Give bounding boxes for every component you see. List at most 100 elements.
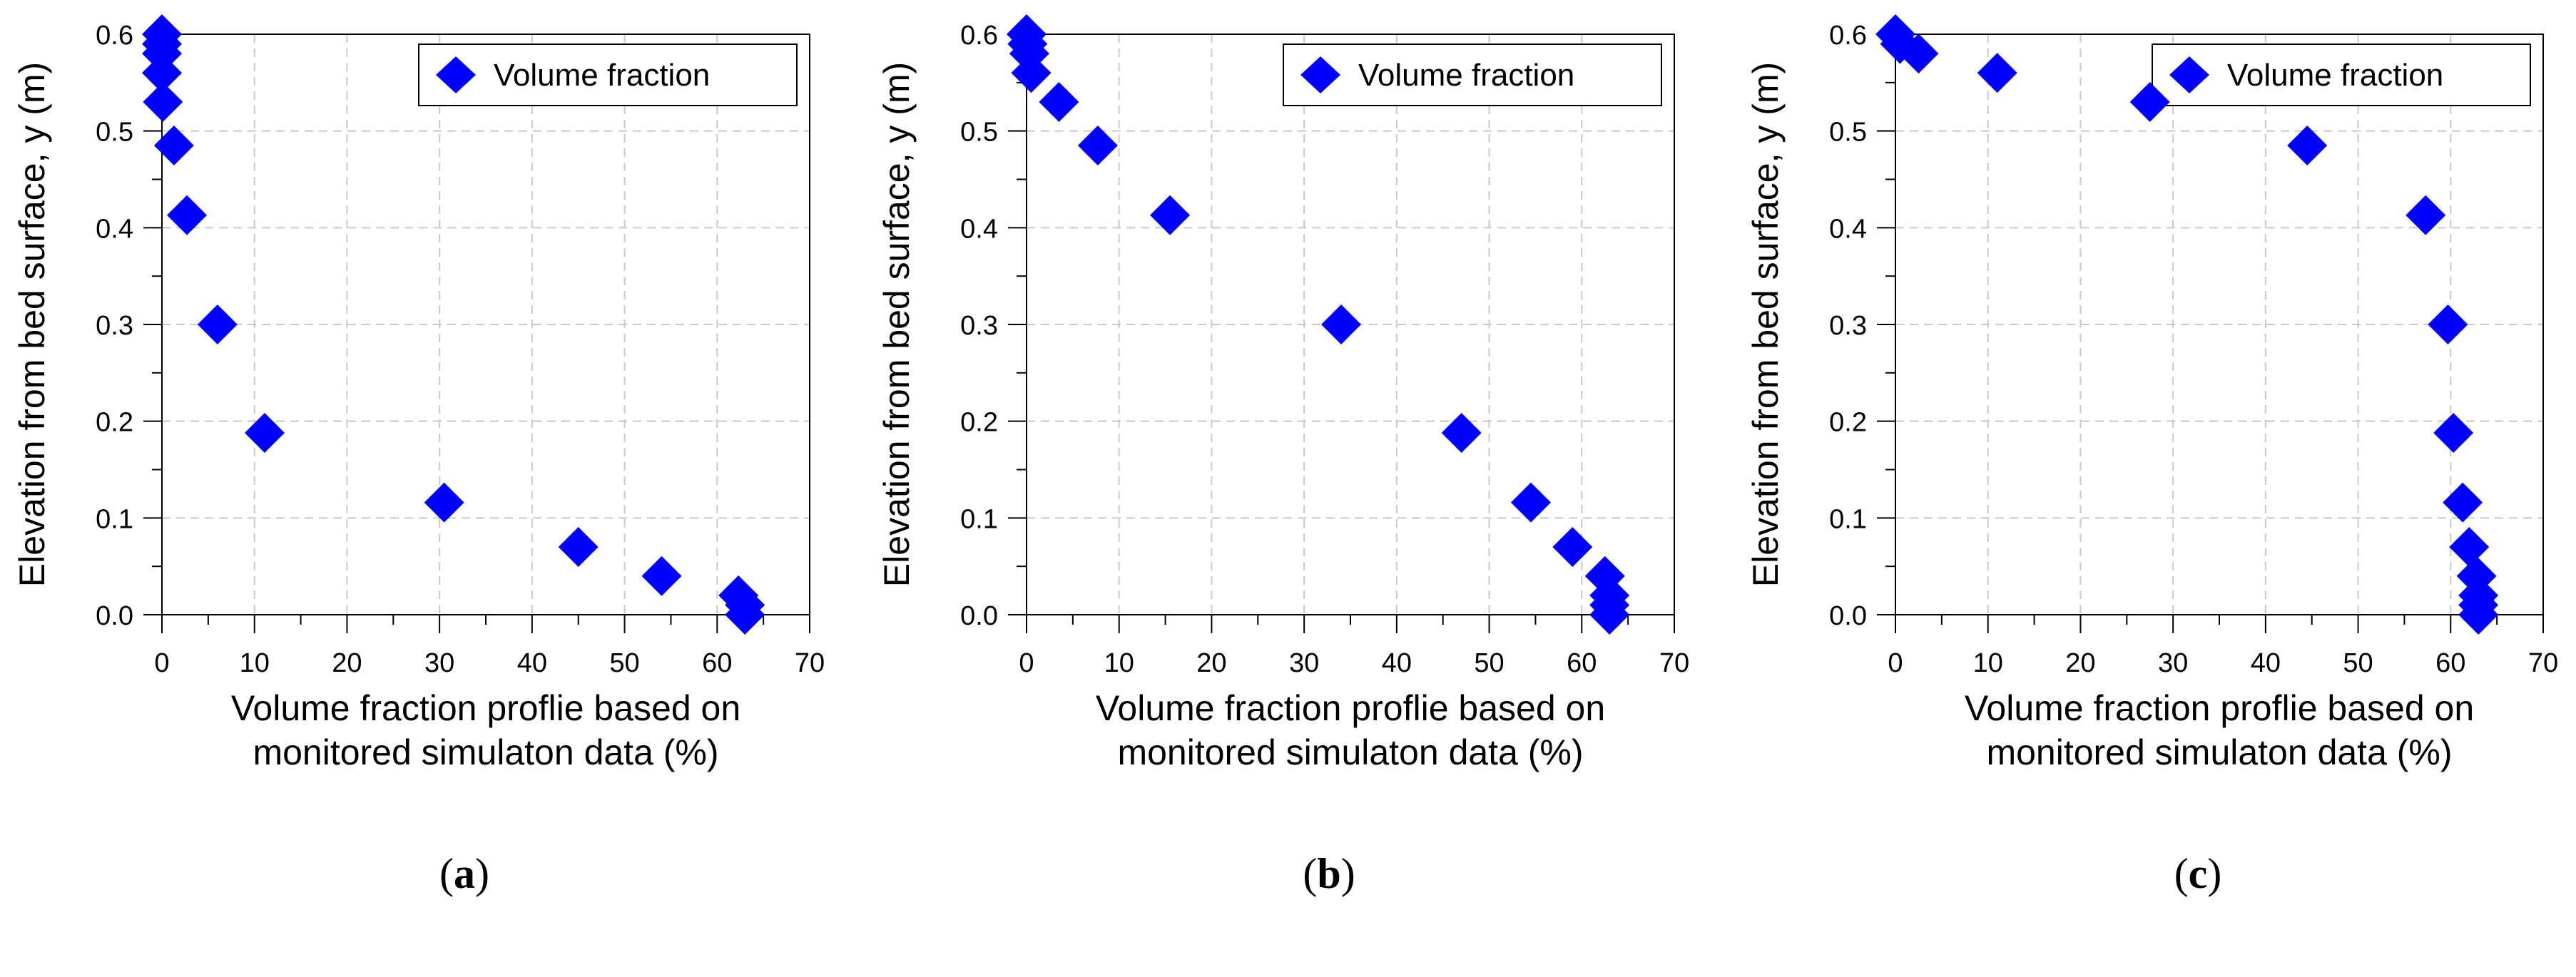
y-axis-title: Elevation from bed surface, y (m) bbox=[1746, 62, 1786, 587]
data-point bbox=[1150, 195, 1191, 235]
caption-paren-open: ( bbox=[2174, 850, 2189, 897]
y-tick-label: 0.0 bbox=[96, 601, 133, 631]
x-tick-label: 40 bbox=[2251, 648, 2281, 678]
y-tick-label: 0.2 bbox=[960, 408, 998, 438]
legend-label: Volume fraction bbox=[2227, 58, 2443, 93]
x-axis-title-line-2: monitored simulaton data (%) bbox=[1117, 732, 1583, 772]
y-tick-label: 0.6 bbox=[960, 21, 998, 51]
chart-panel-c: 0 10 20 30 40 50 60 70 0.0 0.1 0.2 0.3 0.4 0.5 0.6 Volu… bbox=[1746, 14, 2558, 897]
data-point bbox=[1441, 412, 1482, 453]
data-point bbox=[167, 195, 208, 235]
data-point bbox=[1584, 556, 1625, 596]
x-tick-label: 40 bbox=[1382, 648, 1412, 678]
y-tick-label: 0.3 bbox=[96, 311, 133, 341]
legend-box bbox=[1283, 44, 1662, 106]
caption-paren-close: ) bbox=[1341, 850, 1355, 897]
x-tick-label: 40 bbox=[517, 648, 547, 678]
data-point bbox=[2129, 81, 2170, 122]
data-point bbox=[1880, 24, 1920, 64]
y-tick-label: 0.3 bbox=[960, 311, 998, 341]
data-point bbox=[2449, 527, 2490, 568]
data-point bbox=[2443, 482, 2483, 523]
caption-paren-close: ) bbox=[2207, 850, 2221, 897]
data-point bbox=[558, 527, 599, 568]
x-tick-label: 30 bbox=[1289, 648, 1319, 678]
x-tick-label: 20 bbox=[332, 648, 362, 678]
data-point bbox=[1039, 81, 1079, 122]
x-axis-title-line-2: monitored simulaton data (%) bbox=[1986, 732, 2452, 772]
caption-letter: a bbox=[454, 850, 475, 897]
data-point bbox=[641, 556, 682, 596]
y-tick-label: 0.4 bbox=[1829, 214, 1867, 244]
x-tick-label: 70 bbox=[2528, 648, 2558, 678]
legend-box bbox=[2152, 44, 2531, 106]
data-point bbox=[1898, 34, 1939, 74]
y-axis-title: Elevation from bed surface, y (m) bbox=[877, 62, 917, 587]
y-tick-label: 0.1 bbox=[1829, 504, 1867, 534]
y-tick-label: 0.6 bbox=[1829, 21, 1867, 51]
x-tick-label: 60 bbox=[2435, 648, 2465, 678]
x-tick-label: 30 bbox=[424, 648, 454, 678]
data-point bbox=[725, 595, 765, 635]
y-tick-label: 0.0 bbox=[1829, 601, 1867, 631]
x-tick-label: 20 bbox=[1196, 648, 1226, 678]
y-tick-label: 0.2 bbox=[1829, 408, 1867, 438]
x-axis-title-line-1: Volume fraction proflie based on bbox=[231, 688, 740, 728]
x-tick-label: 0 bbox=[154, 648, 169, 678]
x-tick-label: 50 bbox=[1474, 648, 1504, 678]
legend-label: Volume fraction bbox=[1358, 58, 1574, 93]
x-tick-label: 0 bbox=[1019, 648, 1034, 678]
x-tick-label: 10 bbox=[1973, 648, 2003, 678]
data-point bbox=[2433, 412, 2474, 453]
x-tick-label: 60 bbox=[702, 648, 732, 678]
data-point bbox=[1510, 482, 1551, 523]
data-point bbox=[2287, 126, 2328, 166]
panel-caption: (b) bbox=[1303, 850, 1355, 897]
panel-caption: (a) bbox=[439, 850, 489, 897]
data-point bbox=[153, 126, 194, 166]
x-tick-label: 10 bbox=[1104, 648, 1134, 678]
y-tick-label: 0.6 bbox=[96, 21, 133, 51]
x-axis-title-line-1: Volume fraction proflie based on bbox=[1096, 688, 1605, 728]
chart-panel-b: 0 10 20 30 40 50 60 70 0.0 0.1 0.2 0.3 0.4 0.5 0.6 Volu… bbox=[877, 14, 1689, 897]
data-point bbox=[1589, 595, 1630, 635]
data-point bbox=[2428, 305, 2468, 344]
data-point bbox=[1077, 126, 1118, 166]
data-point bbox=[2458, 595, 2499, 635]
x-tick-label: 10 bbox=[240, 648, 270, 678]
legend-marker-diamond-icon bbox=[1300, 56, 1340, 93]
y-tick-label: 0.4 bbox=[96, 214, 133, 244]
y-tick-label: 0.1 bbox=[960, 504, 998, 534]
data-point bbox=[1321, 305, 1362, 344]
legend-box bbox=[418, 44, 798, 106]
y-tick-label: 0.1 bbox=[96, 504, 133, 534]
x-axis-title-line-2: monitored simulaton data (%) bbox=[253, 732, 718, 772]
y-tick-label: 0.3 bbox=[1829, 311, 1867, 341]
caption-paren-open: ( bbox=[439, 850, 454, 897]
x-tick-label: 50 bbox=[2343, 648, 2373, 678]
caption-paren-open: ( bbox=[1303, 850, 1317, 897]
data-point bbox=[197, 305, 238, 344]
x-tick-label: 0 bbox=[1888, 648, 1903, 678]
x-tick-label: 50 bbox=[609, 648, 639, 678]
data-point bbox=[424, 482, 464, 523]
x-tick-label: 70 bbox=[795, 648, 825, 678]
x-tick-label: 20 bbox=[2065, 648, 2095, 678]
x-axis-title-line-1: Volume fraction proflie based on bbox=[1965, 688, 2474, 728]
x-tick-label: 60 bbox=[1567, 648, 1597, 678]
legend-marker-diamond-icon bbox=[436, 56, 476, 93]
panel-caption: (c) bbox=[2174, 850, 2222, 897]
data-point bbox=[2406, 195, 2446, 235]
y-tick-label: 0.5 bbox=[96, 118, 133, 148]
x-tick-label: 30 bbox=[2158, 648, 2188, 678]
caption-letter: b bbox=[1317, 850, 1340, 897]
y-axis-title: Elevation from bed surface, y (m) bbox=[12, 62, 52, 587]
caption-letter: c bbox=[2189, 850, 2208, 897]
data-point bbox=[1552, 527, 1593, 568]
y-tick-label: 0.4 bbox=[960, 214, 998, 244]
y-tick-label: 0.0 bbox=[960, 601, 998, 631]
y-tick-label: 0.5 bbox=[960, 118, 998, 148]
y-tick-label: 0.5 bbox=[1829, 118, 1867, 148]
data-point bbox=[244, 412, 285, 453]
